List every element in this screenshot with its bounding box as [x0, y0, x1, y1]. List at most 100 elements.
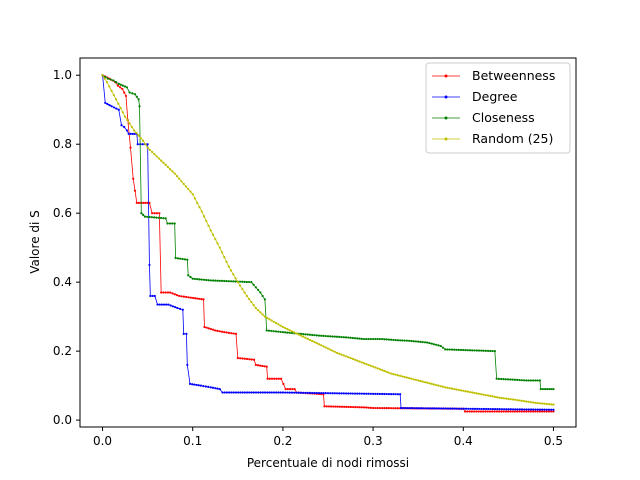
data-point: [263, 391, 267, 394]
series-random-25: [101, 74, 555, 406]
data-point: [288, 391, 291, 394]
data-point: [185, 332, 188, 335]
data-point: [290, 391, 294, 394]
data-point: [441, 346, 445, 349]
data-point: [534, 379, 537, 382]
data-point: [494, 408, 497, 411]
data-point: [166, 165, 170, 169]
data-point: [112, 79, 115, 82]
data-point: [405, 339, 409, 342]
data-point: [124, 94, 128, 98]
data-point: [284, 391, 287, 394]
data-point: [191, 193, 194, 196]
data-point: [186, 258, 189, 261]
data-point: [138, 105, 141, 108]
data-point: [259, 364, 262, 367]
data-point: [468, 410, 471, 413]
data-point: [144, 201, 147, 204]
data-point: [431, 407, 434, 410]
data-point: [513, 378, 517, 381]
data-point: [155, 212, 159, 215]
data-point: [270, 391, 273, 394]
data-point: [114, 98, 118, 101]
data-point: [547, 403, 551, 406]
data-point: [136, 143, 139, 146]
data-point: [392, 373, 395, 376]
data-point: [214, 237, 217, 241]
data-point: [197, 384, 200, 387]
data-point: [353, 358, 357, 361]
data-point: [159, 216, 163, 220]
data-point: [254, 306, 257, 310]
data-point: [317, 391, 321, 395]
data-point: [146, 201, 149, 204]
data-point: [245, 357, 249, 361]
data-point: [358, 360, 361, 363]
data-point: [329, 335, 332, 338]
data-point: [447, 407, 450, 410]
data-point: [257, 391, 260, 394]
data-point: [295, 332, 298, 335]
data-point: [223, 331, 226, 334]
data-point: [146, 215, 149, 218]
data-point: [523, 379, 526, 382]
data-point: [469, 407, 472, 410]
data-point: [464, 390, 467, 393]
data-point: [480, 349, 483, 352]
data-point: [468, 349, 472, 352]
data-point: [212, 328, 215, 331]
data-point: [302, 333, 305, 336]
data-point: [257, 288, 260, 292]
data-point: [293, 391, 296, 394]
data-point: [344, 336, 348, 339]
data-point: [275, 377, 278, 380]
data-point: [223, 279, 226, 283]
data-point: [525, 400, 528, 403]
data-point: [325, 405, 328, 408]
data-point: [183, 258, 187, 261]
data-point: [484, 410, 487, 413]
data-point: [196, 297, 199, 300]
data-point: [187, 187, 190, 191]
data-point: [477, 349, 481, 352]
data-point: [489, 394, 492, 398]
data-point: [378, 337, 381, 341]
data-point: [511, 398, 514, 401]
data-point: [313, 334, 316, 337]
data-point: [529, 410, 532, 413]
data-point: [180, 180, 183, 183]
data-point: [471, 407, 474, 410]
data-point: [108, 85, 111, 88]
data-point: [311, 339, 314, 343]
data-point: [333, 350, 336, 353]
data-point: [125, 129, 128, 132]
data-point: [106, 102, 109, 106]
data-point: [151, 212, 154, 215]
data-point: [506, 378, 510, 381]
data-point: [207, 279, 210, 282]
data-point: [320, 391, 323, 395]
data-point: [406, 407, 409, 410]
data-point: [275, 391, 278, 394]
data-point: [112, 106, 116, 109]
data-point: [194, 297, 197, 300]
data-point: [146, 146, 149, 149]
data-point: [340, 353, 343, 356]
data-point: [137, 201, 141, 204]
series-degree: [101, 74, 555, 411]
data-point: [331, 335, 334, 338]
data-point: [543, 402, 546, 405]
data-point: [311, 333, 314, 337]
data-point: [178, 177, 181, 180]
data-point: [205, 278, 208, 282]
data-point: [306, 391, 309, 394]
data-point: [430, 342, 433, 345]
data-point: [374, 406, 377, 410]
data-point: [202, 384, 205, 388]
data-point: [299, 334, 303, 337]
data-point: [378, 368, 381, 371]
data-point: [169, 291, 172, 294]
data-point: [286, 331, 289, 334]
data-point: [534, 408, 537, 411]
data-point: [151, 150, 154, 154]
